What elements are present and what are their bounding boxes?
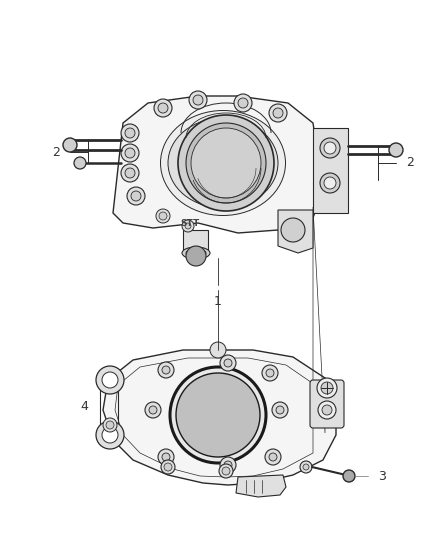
Circle shape — [281, 218, 305, 242]
Circle shape — [154, 99, 172, 117]
Circle shape — [158, 103, 168, 113]
Polygon shape — [278, 210, 313, 253]
Circle shape — [219, 464, 233, 478]
Circle shape — [321, 382, 333, 394]
Circle shape — [125, 128, 135, 138]
Circle shape — [343, 470, 355, 482]
Polygon shape — [313, 128, 348, 213]
Circle shape — [276, 406, 284, 414]
Circle shape — [224, 461, 232, 469]
Circle shape — [156, 209, 170, 223]
Circle shape — [191, 128, 261, 198]
Circle shape — [273, 108, 283, 118]
Circle shape — [269, 104, 287, 122]
Circle shape — [96, 366, 124, 394]
Circle shape — [131, 191, 141, 201]
Circle shape — [300, 461, 312, 473]
Circle shape — [158, 449, 174, 465]
Polygon shape — [113, 96, 323, 233]
Circle shape — [262, 365, 278, 381]
Text: 2: 2 — [52, 146, 60, 158]
Circle shape — [74, 157, 86, 169]
Circle shape — [317, 378, 337, 398]
Circle shape — [272, 402, 288, 418]
Circle shape — [238, 98, 248, 108]
Circle shape — [127, 187, 145, 205]
Text: STT: STT — [180, 219, 200, 228]
FancyBboxPatch shape — [310, 380, 344, 428]
Circle shape — [125, 168, 135, 178]
Circle shape — [269, 453, 277, 461]
Circle shape — [178, 115, 274, 211]
Circle shape — [121, 144, 139, 162]
Circle shape — [176, 373, 260, 457]
Circle shape — [63, 138, 77, 152]
Polygon shape — [103, 350, 336, 485]
Circle shape — [159, 212, 167, 220]
Circle shape — [224, 359, 232, 367]
Circle shape — [324, 142, 336, 154]
Circle shape — [189, 91, 207, 109]
Circle shape — [320, 173, 340, 193]
Circle shape — [193, 95, 203, 105]
Text: 1: 1 — [214, 295, 222, 308]
Text: 3: 3 — [378, 470, 386, 482]
Circle shape — [102, 372, 118, 388]
Text: 2: 2 — [406, 157, 414, 169]
Circle shape — [158, 362, 174, 378]
Ellipse shape — [160, 110, 286, 215]
Polygon shape — [183, 230, 208, 250]
Circle shape — [185, 223, 191, 229]
Circle shape — [125, 148, 135, 158]
Ellipse shape — [182, 247, 210, 259]
Circle shape — [145, 402, 161, 418]
Circle shape — [324, 177, 336, 189]
Ellipse shape — [186, 249, 206, 257]
Circle shape — [121, 124, 139, 142]
Polygon shape — [236, 475, 286, 497]
Circle shape — [96, 421, 124, 449]
Circle shape — [102, 427, 118, 443]
Circle shape — [121, 164, 139, 182]
Circle shape — [106, 421, 114, 429]
Circle shape — [161, 460, 175, 474]
Circle shape — [322, 405, 332, 415]
Circle shape — [182, 220, 194, 232]
Circle shape — [389, 143, 403, 157]
Circle shape — [162, 453, 170, 461]
Circle shape — [222, 467, 230, 475]
Circle shape — [265, 449, 281, 465]
Circle shape — [186, 246, 206, 266]
Circle shape — [103, 418, 117, 432]
Circle shape — [186, 123, 266, 203]
Circle shape — [149, 406, 157, 414]
Circle shape — [266, 369, 274, 377]
Circle shape — [220, 457, 236, 473]
Circle shape — [303, 464, 309, 470]
Circle shape — [170, 367, 266, 463]
Circle shape — [210, 342, 226, 358]
Circle shape — [164, 463, 172, 471]
Ellipse shape — [168, 118, 278, 208]
Text: 4: 4 — [80, 400, 88, 414]
Circle shape — [162, 366, 170, 374]
Circle shape — [318, 401, 336, 419]
Circle shape — [320, 138, 340, 158]
Circle shape — [220, 355, 236, 371]
Circle shape — [234, 94, 252, 112]
